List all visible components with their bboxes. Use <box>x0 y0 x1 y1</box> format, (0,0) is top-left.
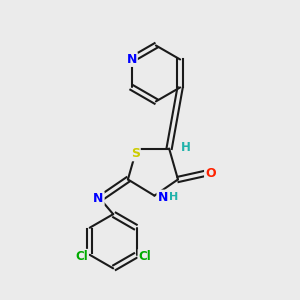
Text: H: H <box>169 192 178 202</box>
Text: N: N <box>158 190 168 204</box>
Text: N: N <box>127 53 137 66</box>
Text: S: S <box>131 147 140 160</box>
Text: O: O <box>205 167 216 180</box>
Text: Cl: Cl <box>75 250 88 263</box>
Text: Cl: Cl <box>139 250 151 263</box>
Text: H: H <box>180 141 190 154</box>
Text: N: N <box>93 192 104 205</box>
